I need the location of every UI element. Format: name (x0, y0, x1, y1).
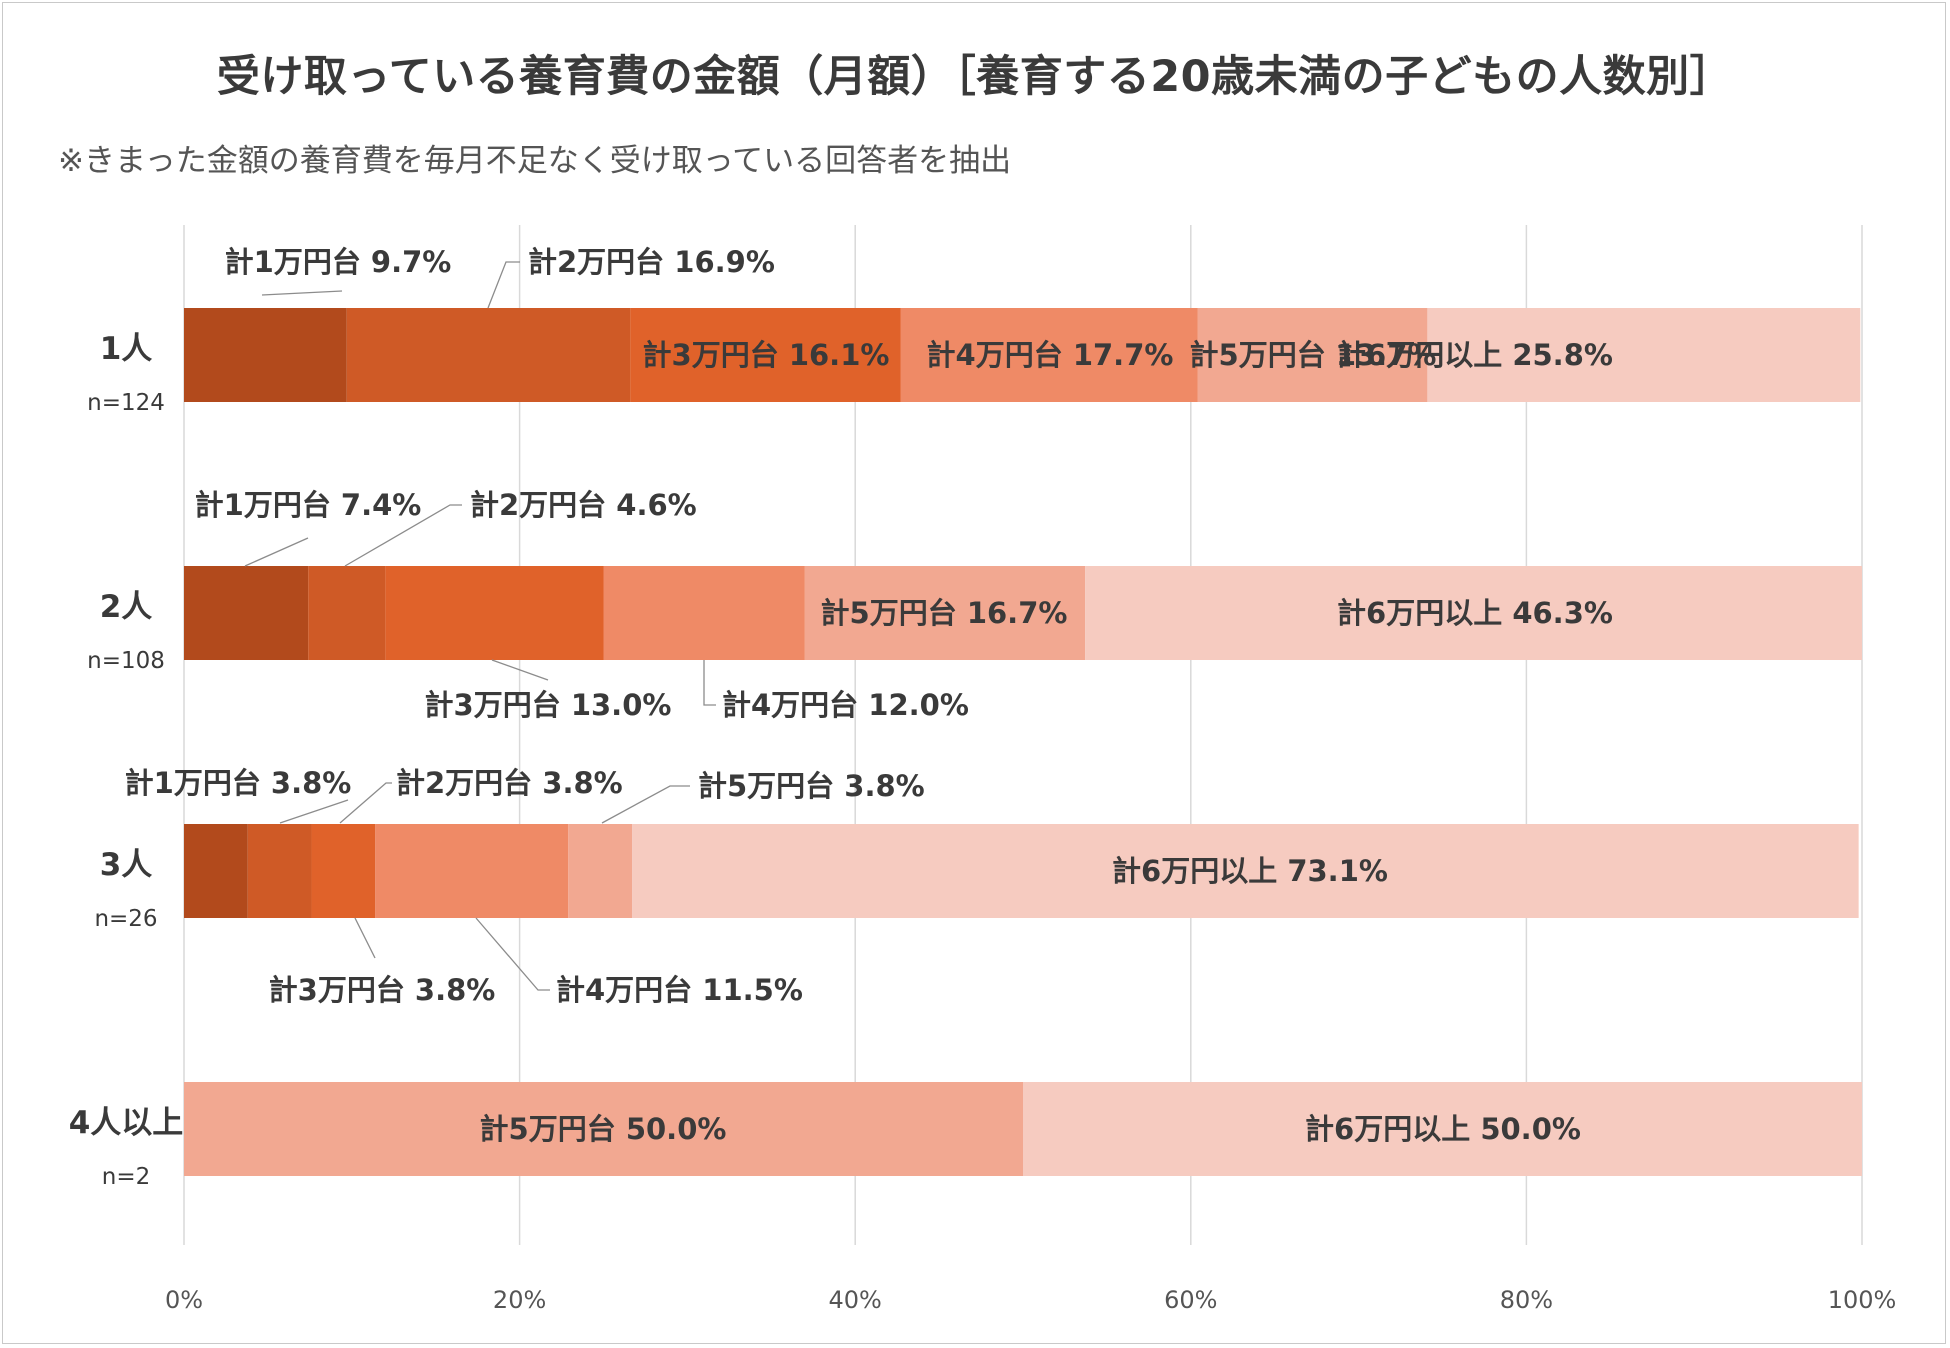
data-label: 計3万円台 3.8% (269, 973, 496, 1007)
data-label: 計1万円台 9.7% (225, 245, 452, 279)
leader-line (491, 659, 549, 681)
data-label: 計4万円台 17.7% (927, 338, 1174, 372)
category-n-label: n=2 (102, 1164, 150, 1190)
data-label: 計5万円台 50.0% (480, 1112, 727, 1146)
x-tick-label: 20% (493, 1286, 546, 1314)
bar-segment (311, 824, 376, 918)
bar-segment (247, 824, 312, 918)
data-label: 計3万円台 13.0% (425, 688, 672, 722)
data-label: 計3万円台 16.1% (643, 338, 890, 372)
x-tick-label: 40% (829, 1286, 882, 1314)
leader-line (601, 785, 690, 824)
category-label: 3人 (100, 847, 153, 883)
category-label: 1人 (100, 331, 153, 367)
chart-subtitle: ※きまった金額の養育費を毎月不足なく受け取っている回答者を抽出 (58, 143, 1012, 179)
data-label: 計2万円台 4.6% (470, 488, 697, 522)
leader-line (344, 504, 462, 567)
x-tick-label: 0% (165, 1286, 203, 1314)
data-label: 計6万円以上 46.3% (1337, 596, 1613, 630)
leader-line (244, 537, 309, 567)
bar-segment (184, 1082, 1023, 1176)
data-label: 計6万円以上 50.0% (1305, 1112, 1581, 1146)
bar-segment (184, 566, 309, 660)
bar-segment (804, 566, 1086, 660)
x-tick-label: 100% (1828, 1286, 1897, 1314)
bar-segment (632, 824, 1859, 918)
data-label: 計6万円以上 25.8% (1337, 338, 1613, 372)
data-label: 計6万円以上 73.1% (1112, 854, 1388, 888)
bar-segment (346, 308, 631, 402)
bar-segment (568, 824, 633, 918)
category-label: 4人以上 (69, 1105, 184, 1141)
leader-line (261, 290, 343, 296)
leader-line (475, 917, 550, 991)
leader-line (703, 660, 716, 706)
bar-segment (900, 308, 1198, 402)
data-label: 計1万円台 7.4% (195, 488, 422, 522)
bar-segment (385, 566, 604, 660)
category-n-label: n=124 (87, 390, 165, 416)
data-label: 計4万円台 11.5% (556, 973, 803, 1007)
data-label: 計2万円台 3.8% (396, 766, 623, 800)
data-label: 計4万円台 12.0% (722, 688, 969, 722)
leader-line (279, 799, 349, 824)
data-label: 計5万円台 16.7% (821, 596, 1068, 630)
data-label: 計2万円台 16.9% (528, 245, 775, 279)
bar-segment (184, 308, 347, 402)
leader-line (354, 917, 376, 959)
category-label: 2人 (100, 589, 153, 625)
bar-segment (308, 566, 386, 660)
category-n-label: n=108 (87, 648, 165, 674)
data-label: 計5万円台 3.8% (698, 769, 925, 803)
data-label: 計1万円台 3.8% (125, 766, 352, 800)
bar-segment (1023, 1082, 1862, 1176)
bar-segment (1427, 308, 1861, 402)
bar-segment (184, 824, 248, 918)
x-tick-label: 80% (1500, 1286, 1553, 1314)
x-tick-label: 60% (1164, 1286, 1217, 1314)
bar-segment (1085, 566, 1862, 660)
category-n-label: n=26 (94, 906, 157, 932)
data-label: 計5万円台 13.7% (1190, 338, 1437, 372)
leader-line (487, 261, 520, 309)
bar-segment (375, 824, 569, 918)
leader-line (339, 782, 392, 824)
bar-segment (603, 566, 805, 660)
bar-segment (1197, 308, 1428, 402)
chart-title: 受け取っている養育費の金額（月額）［養育する20歳未満の子どもの人数別］ (216, 52, 1734, 102)
bar-segment (630, 308, 901, 402)
